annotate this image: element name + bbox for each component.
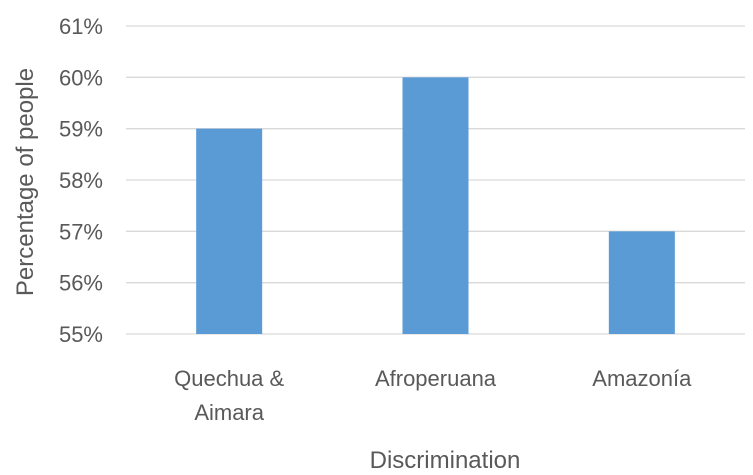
x-tick-label: Afroperuana	[375, 366, 497, 391]
y-tick-label: 56%	[59, 271, 103, 296]
bar-1	[196, 128, 263, 334]
y-tick-label: 55%	[59, 322, 103, 347]
y-tick-label: 58%	[59, 168, 103, 193]
y-axis-ticks: 55% 56% 57% 58% 59% 60% 61%	[59, 14, 103, 347]
bar-3	[608, 231, 675, 334]
y-tick-label: 59%	[59, 117, 103, 142]
x-axis-title: Discrimination	[370, 447, 521, 470]
x-axis-ticks: Quechua & Aimara Afroperuana Amazonía	[174, 366, 692, 425]
x-tick-label: Aimara	[194, 400, 264, 425]
y-tick-label: 57%	[59, 219, 103, 244]
x-tick-label: Amazonía	[592, 366, 692, 391]
y-tick-label: 60%	[59, 65, 103, 90]
y-axis-title: Percentage of people	[12, 68, 39, 296]
bar-2	[402, 77, 469, 334]
x-tick-label: Quechua &	[174, 366, 284, 391]
y-tick-label: 61%	[59, 14, 103, 39]
bars	[196, 77, 675, 334]
